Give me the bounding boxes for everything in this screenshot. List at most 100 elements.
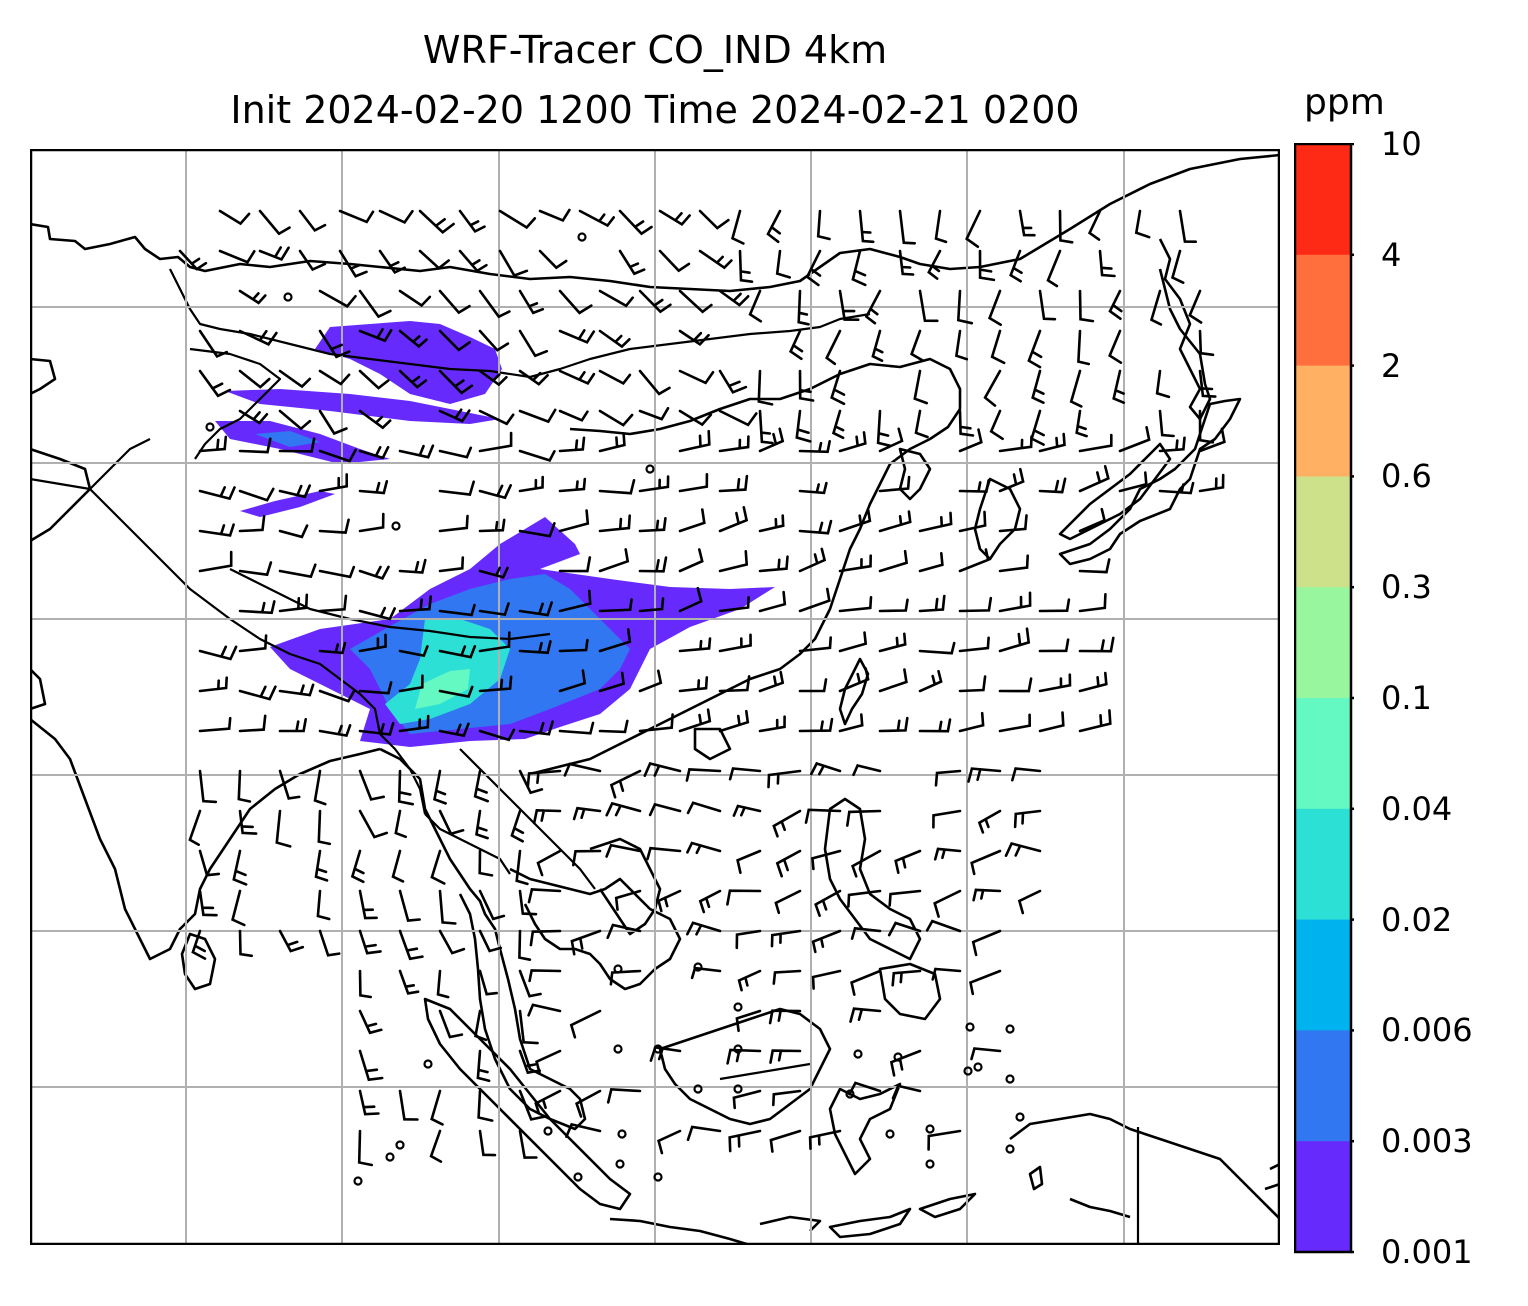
wind-barb-icon — [430, 1089, 444, 1126]
wind-barb-icon — [958, 548, 990, 573]
wind-barb-icon — [718, 506, 749, 533]
wind-barb-icon — [598, 409, 634, 427]
wind-barb-icon — [198, 369, 232, 398]
wind-barb-icon — [598, 329, 631, 349]
wind-barb-icon — [398, 444, 435, 459]
wind-barb-icon — [358, 606, 396, 621]
calm-circle-icon — [283, 292, 293, 302]
wind-barb-icon — [436, 969, 450, 999]
wind-barb-icon — [1058, 209, 1074, 244]
wind-barb-icon — [358, 1049, 384, 1082]
wind-barb-icon — [1038, 638, 1070, 653]
wind-barb-icon — [477, 1089, 494, 1122]
wind-barb-icon — [275, 809, 292, 848]
wind-barb-icon — [398, 645, 429, 658]
calm-circle-icon — [733, 1044, 743, 1054]
wind-barb-icon — [648, 802, 682, 817]
wind-barb-icon — [838, 431, 867, 453]
wind-barb-icon — [358, 929, 382, 955]
wind-barb-icon — [678, 369, 715, 385]
wind-barb-icon — [814, 889, 842, 917]
wind-barb-icon — [598, 479, 636, 495]
wind-barb-icon — [838, 713, 864, 733]
wind-barb-icon — [851, 849, 882, 878]
wind-barb-icon — [609, 969, 642, 986]
calm-circle-icon — [395, 1140, 405, 1150]
wind-barb-icon — [438, 329, 471, 352]
wind-barb-icon — [638, 669, 663, 693]
colorbar-band — [1295, 1141, 1351, 1253]
wind-barb-icon — [646, 846, 682, 861]
wind-barb-icon — [238, 809, 258, 835]
wind-barb-icon — [198, 769, 218, 804]
wind-barb-icon — [918, 594, 946, 613]
colorbar-tick-label: 0.003 — [1381, 1122, 1473, 1161]
wind-barb-icon — [987, 289, 1002, 326]
wind-barb-icon — [278, 524, 309, 539]
wind-barb-icon — [398, 929, 424, 961]
calm-circle-icon — [973, 1062, 983, 1072]
wind-barb-icon — [798, 587, 831, 613]
colorbar-tick-label: 0.6 — [1381, 457, 1432, 496]
wind-barb-icon — [989, 409, 1004, 441]
wind-barb-icon — [478, 289, 511, 319]
wind-barb-icon — [438, 722, 470, 738]
wind-barb-icon — [398, 889, 421, 922]
wind-barb-icon — [438, 556, 465, 573]
plume-north-core — [255, 431, 320, 447]
wind-barb-icon — [735, 929, 762, 950]
wind-barb-icon — [678, 586, 703, 613]
wind-barb-icon — [318, 518, 350, 534]
calm-circle-icon — [615, 1159, 625, 1169]
wind-barb-icon — [358, 480, 389, 495]
colorbar-tick-label: 0.04 — [1381, 789, 1453, 828]
plume-core-high — [385, 619, 510, 724]
wind-barb-icon — [718, 709, 750, 733]
wind-barb-icon — [971, 929, 1002, 957]
wind-barb-icon — [518, 1089, 546, 1121]
wind-barb-icon — [1078, 465, 1110, 493]
wind-barb-icon — [998, 627, 1031, 653]
wind-barb-icon — [772, 969, 802, 985]
wind-barb-icon — [394, 809, 407, 839]
wind-barb-icon — [1198, 427, 1226, 453]
calm-circle-icon — [845, 1089, 855, 1099]
wind-barb-icon — [1118, 471, 1148, 493]
calm-circle-icon — [543, 1126, 553, 1136]
wind-barb-icon — [678, 676, 709, 693]
wind-barb-icon — [188, 809, 202, 846]
wind-barb-icon — [358, 1009, 383, 1035]
wind-barb-icon — [643, 761, 682, 777]
wind-barb-icon — [1155, 369, 1171, 399]
border-pakistan — [89, 488, 231, 620]
wind-barb-icon — [178, 249, 208, 271]
wind-barb-icon — [238, 289, 267, 305]
wind-barb-icon — [1149, 289, 1163, 326]
wind-barb-icon — [638, 556, 668, 573]
wind-barb-icon — [218, 209, 251, 226]
wind-barb-icon — [278, 409, 312, 431]
coast-mindanao — [878, 962, 942, 1021]
wind-barb-icon — [536, 849, 562, 877]
wind-barb-icon — [438, 446, 473, 459]
wind-barb-icon — [768, 1009, 802, 1025]
wind-barb-icon — [798, 369, 815, 402]
wind-barb-icon — [795, 409, 812, 443]
wind-barb-icon — [358, 969, 372, 999]
wind-barb-icon — [1038, 673, 1072, 693]
wind-barb-icon — [518, 522, 556, 538]
map-frame — [30, 149, 1280, 1245]
wind-barb-icon — [1198, 473, 1225, 493]
wind-barb-icon — [438, 289, 471, 315]
calm-circle-icon — [423, 1059, 433, 1069]
calm-markers — [205, 232, 1025, 1186]
wind-barb-icon — [476, 1049, 491, 1083]
calm-circle-icon — [733, 1084, 743, 1094]
wind-barb-icon — [678, 329, 710, 346]
wind-barb-icon — [638, 289, 672, 314]
wind-barb-icon — [358, 409, 392, 430]
wind-barb-icon — [238, 714, 267, 733]
wind-barb-icon — [358, 512, 385, 533]
wind-barb-icon — [518, 769, 544, 795]
calm-circle-icon — [653, 1044, 663, 1054]
